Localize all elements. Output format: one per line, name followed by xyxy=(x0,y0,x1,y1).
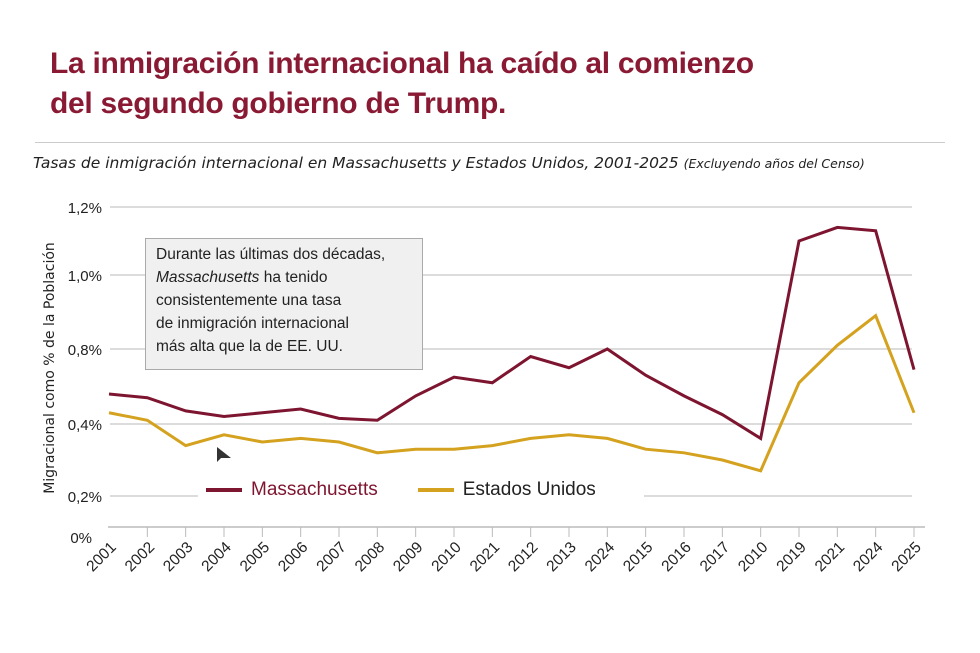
legend-swatch-massachusetts xyxy=(206,488,242,492)
legend-swatch-estados-unidos xyxy=(417,488,454,492)
x-tick-label: 2003 xyxy=(160,539,196,575)
annotation-text: ha tenido xyxy=(259,269,328,286)
x-tick-label: 2012 xyxy=(505,539,541,575)
annotation-box: Durante las últimas dos décadas, Massach… xyxy=(145,238,423,370)
y-tick-label: 0,8% xyxy=(68,342,102,359)
x-tick-label: 2025 xyxy=(888,539,924,575)
series-line-massachusetts xyxy=(108,225,916,441)
x-tick-label: 2024 xyxy=(582,539,619,576)
subtitle-note: (Excluyendo años del Censo) xyxy=(683,156,865,171)
x-tick-label: 2016 xyxy=(658,539,694,575)
legend-label-massachusetts: Massachusetts xyxy=(251,479,378,500)
title-line-2: del segundo gobierno de Trump. xyxy=(50,87,507,120)
x-tick-label: 2004 xyxy=(198,539,235,576)
annotation-italic: Massachusetts xyxy=(156,269,260,286)
x-tick-label: 2010 xyxy=(735,539,772,576)
y-tick-label: 1,2% xyxy=(68,200,102,217)
x-tick-label: 2017 xyxy=(697,539,733,575)
x-tick-label: 2021 xyxy=(467,539,503,575)
x-tick-label: 2010 xyxy=(428,539,465,576)
x-tick-label: 2013 xyxy=(543,539,579,575)
subtitle-text: Tasas de inmigración internacional en Ma… xyxy=(33,154,679,172)
x-tick-label: 2019 xyxy=(773,539,809,575)
x-tick-label: 2024 xyxy=(850,539,887,576)
chart-subtitle: Tasas de inmigración internacional en Ma… xyxy=(33,154,865,172)
x-tick-label: 2006 xyxy=(275,539,311,575)
cursor-icon xyxy=(217,447,231,462)
y-tick-label: 0,4% xyxy=(68,417,102,434)
x-tick-label: 2007 xyxy=(313,539,349,575)
x-tick-label: 2015 xyxy=(620,539,656,575)
y-tick-label: 1,0% xyxy=(68,268,102,285)
y-tick-label: 0% xyxy=(70,530,92,547)
annotation-line: Massachusetts ha tenido xyxy=(156,266,414,289)
x-tick-label: 2009 xyxy=(390,539,426,575)
series-line-estados-unidos xyxy=(108,313,916,473)
x-tick-label: 2021 xyxy=(812,539,848,575)
annotation-line: más alta que la de EE. UU. xyxy=(156,338,343,355)
x-tick-label: 2008 xyxy=(352,539,388,575)
annotation-line: de inmigración internacional xyxy=(156,315,350,332)
x-tick-label: 2002 xyxy=(122,539,158,575)
title-divider xyxy=(35,142,945,143)
legend-label-estados-unidos: Estados Unidos xyxy=(462,479,596,500)
y-tick-label: 0,2% xyxy=(68,489,102,506)
annotation-line: Durante las últimas dos décadas, xyxy=(156,246,386,263)
chart-title: La inmigración internacional ha caído al… xyxy=(50,44,754,124)
legend: Massachusetts Estados Unidos xyxy=(198,479,644,501)
annotation-line: consistentemente una tasa xyxy=(156,292,342,309)
x-tick-label: 2005 xyxy=(237,539,273,575)
title-line-1: La inmigración internacional ha caído al… xyxy=(50,47,754,80)
